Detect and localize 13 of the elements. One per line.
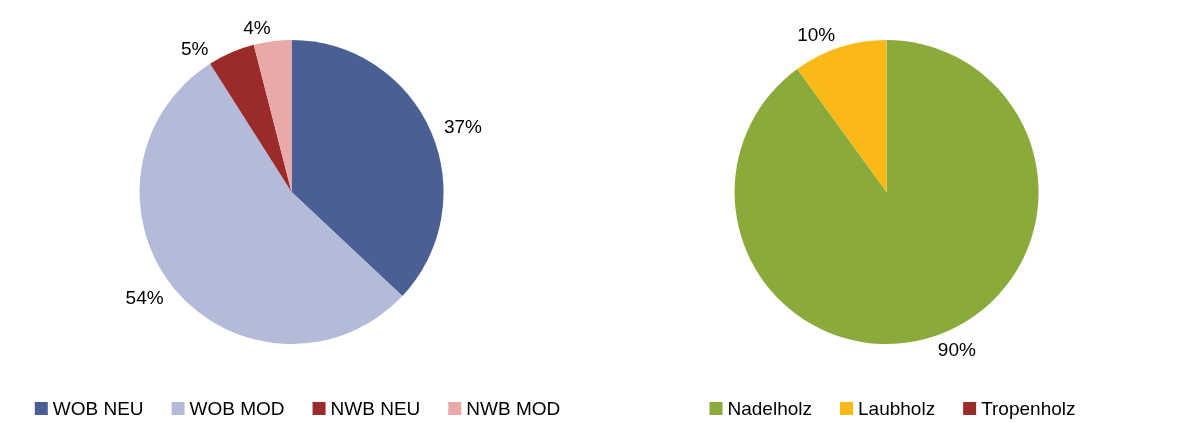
data-label: 54% [125, 287, 164, 309]
legend-label: WOB NEU [52, 398, 144, 419]
data-label: 4% [243, 16, 271, 38]
legend-label: Laubholz [858, 398, 936, 419]
data-label: 37% [443, 115, 483, 137]
legend-label: Tropenholz [981, 398, 1076, 419]
legend-label: NWB MOD [466, 398, 561, 419]
data-label: 10% [797, 23, 836, 45]
data-label: 90% [937, 339, 976, 361]
legend-label: WOB MOD [189, 398, 285, 419]
legend-label: NWB NEU [330, 398, 421, 419]
data-label: 5% [180, 37, 209, 59]
legend-label: Nadelholz [727, 398, 813, 419]
